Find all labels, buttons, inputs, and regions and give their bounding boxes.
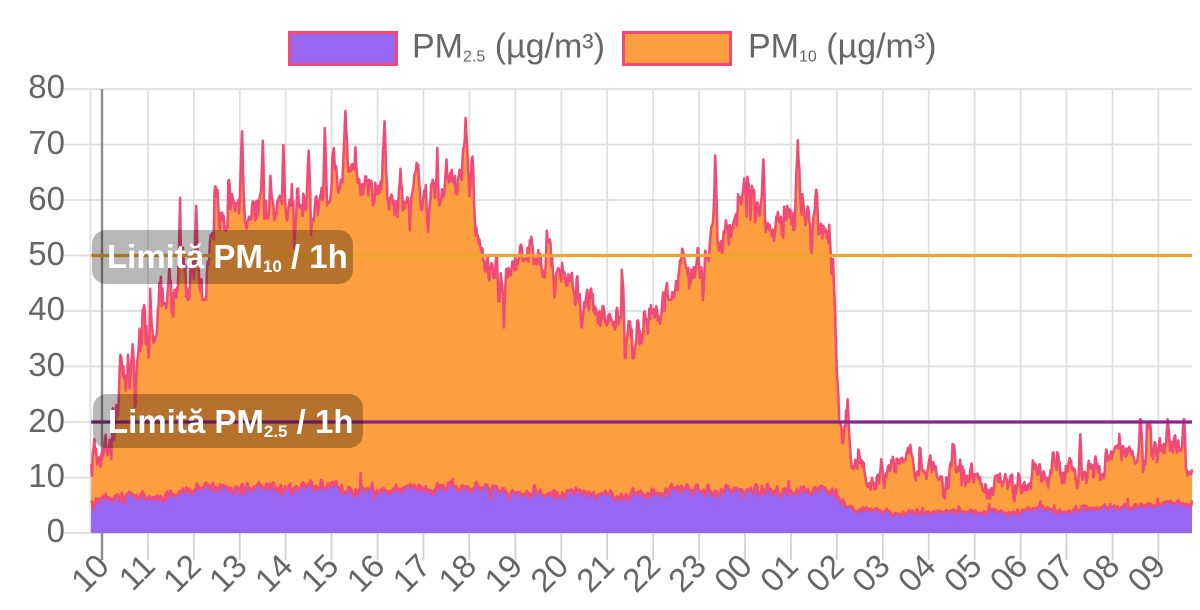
svg-text:0: 0 — [47, 512, 65, 549]
svg-text:40: 40 — [28, 290, 65, 327]
svg-text:50: 50 — [28, 235, 65, 272]
svg-text:20: 20 — [28, 402, 65, 439]
svg-text:30: 30 — [28, 346, 65, 383]
svg-text:Limită PM10 / 1h: Limită PM10 / 1h — [107, 238, 348, 276]
svg-text:70: 70 — [28, 124, 65, 161]
svg-text:PM2.5 (µg/m³): PM2.5 (µg/m³) — [412, 28, 605, 66]
svg-text:10: 10 — [28, 457, 65, 494]
svg-text:60: 60 — [28, 180, 65, 217]
svg-text:80: 80 — [28, 68, 65, 105]
svg-text:PM10 (µg/m³): PM10 (µg/m³) — [748, 28, 936, 66]
svg-text:Limită PM2.5 / 1h: Limită PM2.5 / 1h — [108, 403, 354, 441]
